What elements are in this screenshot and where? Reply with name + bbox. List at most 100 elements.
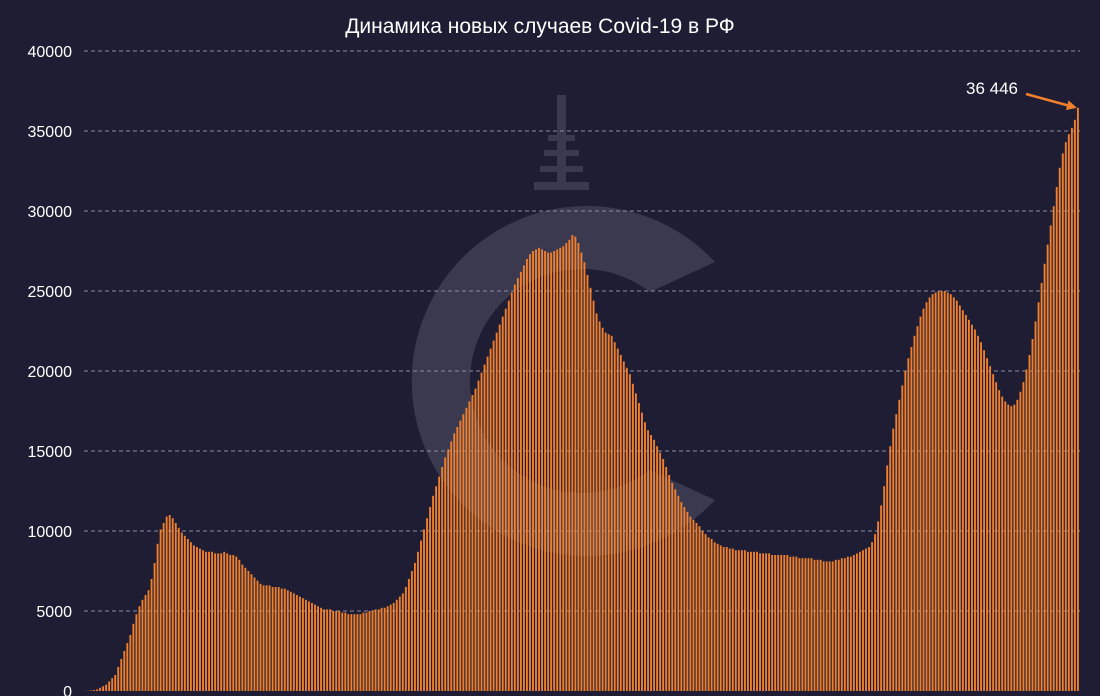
bar [277,587,280,691]
bar [1016,399,1019,691]
bar [889,446,892,691]
bar [380,607,383,691]
bar [410,571,413,691]
bar [235,556,238,691]
bar [653,439,656,691]
y-tick-label: 10000 [28,524,73,541]
bar [326,609,329,691]
bar [919,316,922,691]
bar [214,553,217,691]
bar [456,427,459,691]
bar [383,607,386,691]
bar [159,529,162,691]
bar [232,555,235,691]
bar [680,502,683,691]
bar [656,446,659,691]
bar [1007,404,1010,691]
bar [819,559,822,691]
bar [846,556,849,691]
bar [407,579,410,691]
bar [423,529,425,691]
bar [229,555,232,691]
bar [1001,396,1004,691]
bar [634,393,637,691]
bar [886,465,889,691]
bar [510,292,513,691]
bar [353,614,356,691]
bar [429,507,431,691]
bar [992,374,995,691]
bar [777,555,780,691]
bar [507,300,510,691]
bar [719,545,722,691]
bar [117,667,120,691]
bar [574,236,577,691]
bar [447,449,450,691]
bar [501,316,504,691]
bar [895,414,898,691]
bar [565,243,568,691]
bar [241,564,244,691]
bar [441,467,444,691]
bar [1070,127,1073,692]
bar [901,385,904,691]
bar [341,612,344,691]
bar [665,467,668,691]
bar [998,390,1001,691]
bar [183,535,186,691]
y-tick-label: 30000 [28,204,73,221]
bar [971,324,973,691]
bar [335,611,338,691]
bar [580,252,583,691]
bar [311,603,313,691]
bar [798,558,801,691]
bar [538,247,540,692]
bar [707,537,710,691]
bar [123,651,126,691]
bar [453,433,456,691]
bar [913,335,916,691]
bar [165,516,168,691]
bar [1067,134,1070,691]
bar [995,382,998,691]
bar [765,553,768,691]
bar [695,523,698,691]
bar [471,395,474,691]
bar [489,348,492,691]
bar [925,302,928,691]
bar [650,435,652,691]
bar [168,515,171,691]
bar [371,611,374,691]
bar [683,507,686,691]
bar [613,342,616,691]
bar [825,561,828,691]
bar [698,526,701,691]
bar [374,609,377,691]
bar [1022,382,1025,691]
bar [774,555,777,691]
bar [174,523,177,691]
bar [834,559,837,691]
bar [211,551,214,691]
y-tick-label: 25000 [28,284,73,301]
bar [989,366,992,691]
bar [404,587,407,691]
bar [931,294,934,691]
bar [644,422,646,691]
bar [295,595,298,691]
bar [771,555,774,691]
bar [129,635,132,691]
bar [598,321,601,691]
bar [783,555,786,691]
bar [247,571,250,691]
bar [1034,321,1037,691]
bar [202,550,204,691]
bar [529,254,531,691]
bar [964,315,967,691]
bar [126,643,129,691]
bar [877,521,880,691]
bar [722,547,725,691]
bar [532,251,534,691]
bar [519,271,522,691]
bar [871,542,873,691]
